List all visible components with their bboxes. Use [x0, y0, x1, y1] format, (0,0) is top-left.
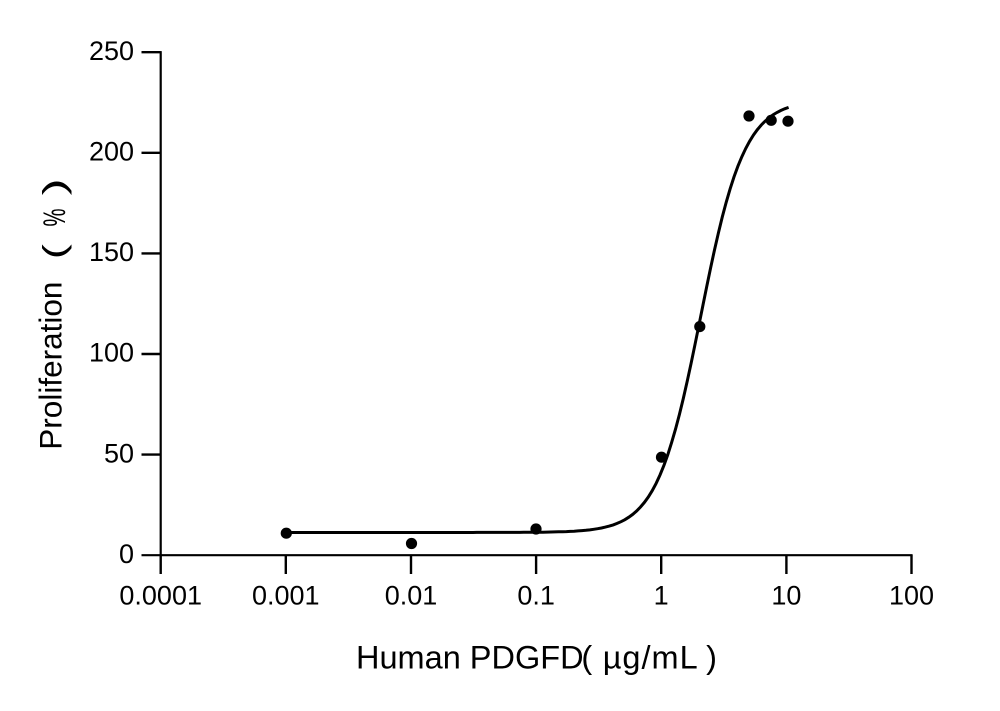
svg-text:0.01: 0.01 [385, 580, 438, 610]
svg-text:10: 10 [771, 580, 801, 610]
svg-text:Human PDGFD(µg/mL): Human PDGFD(µg/mL) [356, 640, 717, 676]
svg-text:100: 100 [89, 338, 134, 368]
svg-text:200: 200 [89, 137, 134, 167]
svg-text:0: 0 [119, 539, 134, 569]
svg-text:50: 50 [104, 438, 134, 468]
svg-text:0.1: 0.1 [517, 580, 555, 610]
svg-text:Proliferation(%): Proliferation(%) [33, 178, 73, 449]
svg-text:0.001: 0.001 [252, 580, 320, 610]
svg-text:150: 150 [89, 237, 134, 267]
svg-text:100: 100 [889, 580, 934, 610]
svg-text:0.0001: 0.0001 [119, 580, 202, 610]
svg-text:250: 250 [89, 36, 134, 66]
svg-text:1: 1 [654, 580, 669, 610]
